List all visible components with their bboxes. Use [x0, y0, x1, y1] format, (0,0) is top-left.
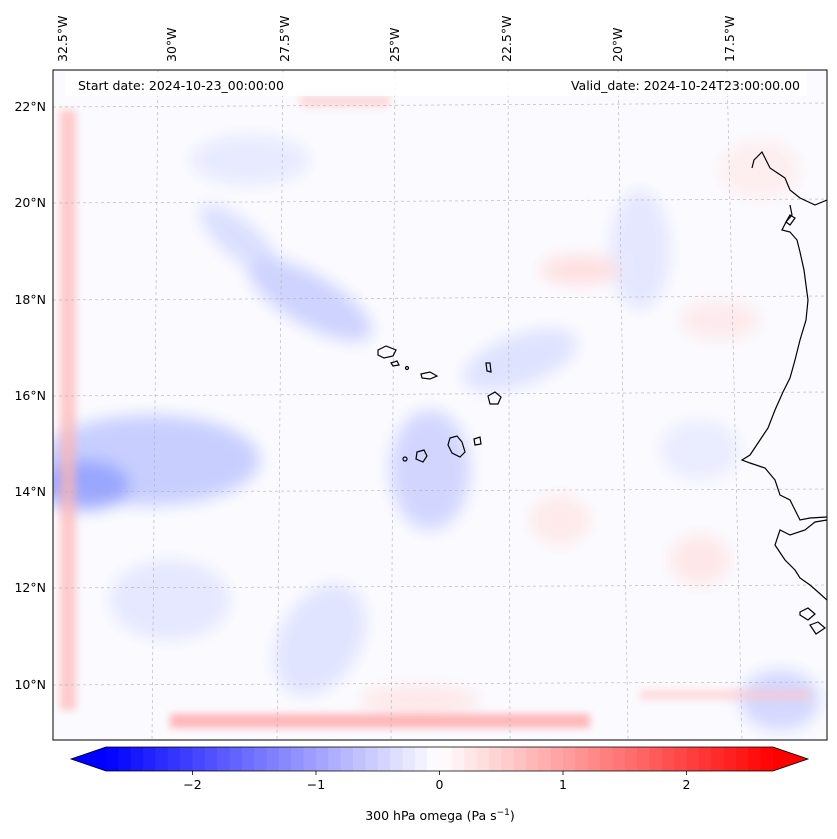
- colorbar-segment: [637, 747, 651, 771]
- colorbar: −2 −1 0 1 2 300 hPa omega (Pa s−1): [69, 746, 810, 823]
- colorbar-segment: [377, 747, 391, 771]
- lon-label: 27.5°W: [277, 16, 292, 62]
- start-date-label: Start date: 2024-10-23_00:00:00: [78, 78, 284, 93]
- lat-label: 12°N: [14, 580, 46, 595]
- colorbar-segment: [167, 747, 181, 771]
- colorbar-segment: [451, 747, 465, 771]
- lon-label: 17.5°W: [722, 16, 737, 62]
- lat-label: 20°N: [14, 195, 46, 210]
- colorbar-segment: [254, 747, 268, 771]
- lon-label: 25°W: [387, 27, 402, 62]
- colorbar-segment: [760, 747, 774, 771]
- colorbar-segment: [204, 747, 218, 771]
- colorbar-segment: [241, 747, 255, 771]
- colorbar-segment: [476, 747, 490, 771]
- colorbar-segments: [106, 747, 774, 771]
- colorbar-segment: [130, 747, 144, 771]
- graticule: [53, 70, 827, 740]
- colorbar-segment: [118, 747, 132, 771]
- colorbar-segment: [464, 747, 478, 771]
- longitude-labels: 32.5°W 30°W 27.5°W 25°W 22.5°W 20°W 17.5…: [55, 16, 737, 62]
- colorbar-segment: [180, 747, 194, 771]
- colorbar-segment: [414, 747, 428, 771]
- colorbar-segment: [402, 747, 416, 771]
- colorbar-segment: [217, 747, 231, 771]
- date-info-band: Start date: 2024-10-23_00:00:00 Valid_da…: [65, 72, 807, 96]
- colorbar-low-extension: [71, 747, 106, 771]
- coastline: [377, 150, 827, 635]
- lat-label: 10°N: [14, 677, 46, 692]
- colorbar-segment: [229, 747, 243, 771]
- latitude-labels: 22°N 20°N 18°N 16°N 14°N 12°N 10°N: [14, 99, 46, 692]
- colorbar-segment: [390, 747, 404, 771]
- colorbar-segment: [661, 747, 675, 771]
- lat-label: 14°N: [14, 484, 46, 499]
- colorbar-tick-label: 0: [436, 777, 444, 792]
- colorbar-segment: [278, 747, 292, 771]
- colorbar-segment: [427, 747, 441, 771]
- colorbar-outline: [69, 746, 810, 772]
- colorbar-title: 300 hPa omega (Pa s−1): [365, 808, 515, 823]
- lon-label: 32.5°W: [55, 16, 70, 62]
- colorbar-segment: [748, 747, 762, 771]
- colorbar-tick-label: 2: [683, 777, 691, 792]
- colorbar-segment: [266, 747, 280, 771]
- colorbar-segment: [328, 747, 342, 771]
- colorbar-segment: [649, 747, 663, 771]
- colorbar-segment: [612, 747, 626, 771]
- colorbar-segment: [723, 747, 737, 771]
- colorbar-segment: [587, 747, 601, 771]
- colorbar-tick-label: −1: [307, 777, 325, 792]
- colorbar-segment: [624, 747, 638, 771]
- colorbar-segment: [711, 747, 725, 771]
- colorbar-segment: [365, 747, 379, 771]
- colorbar-segment: [143, 747, 157, 771]
- colorbar-segment: [698, 747, 712, 771]
- valid-date-label: Valid_date: 2024-10-24T23:00:00.00: [571, 78, 800, 93]
- colorbar-tick-label: −2: [183, 777, 201, 792]
- colorbar-segment: [563, 747, 576, 771]
- lon-label: 20°W: [610, 27, 625, 62]
- colorbar-segment: [315, 747, 329, 771]
- lon-label: 30°W: [164, 27, 179, 62]
- colorbar-segment: [192, 747, 206, 771]
- colorbar-segment: [106, 747, 119, 771]
- colorbar-segment: [525, 747, 539, 771]
- lat-label: 16°N: [14, 388, 46, 403]
- colorbar-segment: [600, 747, 614, 771]
- lon-label: 22.5°W: [499, 16, 514, 62]
- omega-field: [53, 70, 827, 740]
- colorbar-segment: [686, 747, 700, 771]
- colorbar-segment: [501, 747, 515, 771]
- colorbar-segment: [353, 747, 366, 771]
- colorbar-ticks: −2 −1 0 1 2: [183, 771, 691, 792]
- colorbar-segment: [291, 747, 305, 771]
- colorbar-segment: [488, 747, 502, 771]
- colorbar-segment: [439, 747, 453, 771]
- colorbar-high-extension: [773, 747, 808, 771]
- colorbar-segment: [303, 747, 317, 771]
- lat-label: 18°N: [14, 292, 46, 307]
- colorbar-segment: [550, 747, 564, 771]
- colorbar-tick-label: 1: [559, 777, 567, 792]
- colorbar-segment: [674, 747, 688, 771]
- colorbar-segment: [513, 747, 527, 771]
- colorbar-segment: [340, 747, 354, 771]
- colorbar-segment: [538, 747, 552, 771]
- map-frame: [52, 69, 828, 741]
- colorbar-segment: [735, 747, 749, 771]
- colorbar-segment: [575, 747, 589, 771]
- colorbar-segment: [155, 747, 169, 771]
- lat-label: 22°N: [14, 99, 46, 114]
